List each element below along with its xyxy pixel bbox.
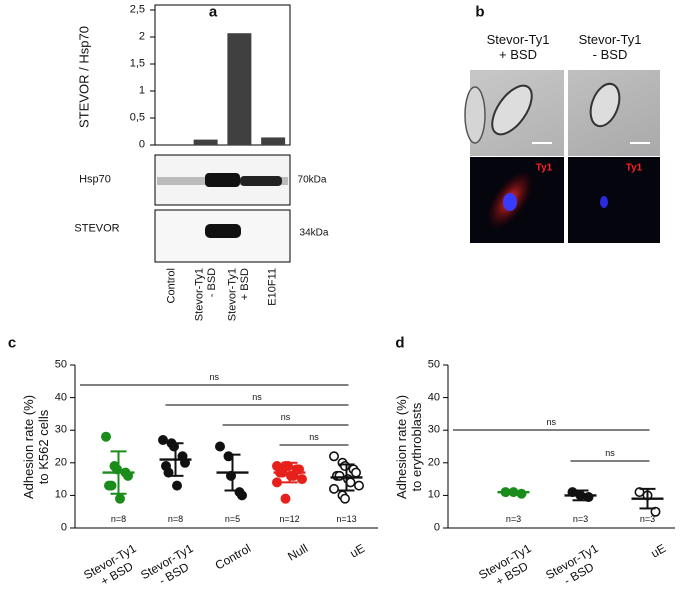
x-tick-label: E10F11 bbox=[266, 268, 279, 306]
y-tick-label: 1,5 bbox=[129, 57, 145, 70]
data-point bbox=[172, 480, 183, 491]
n-label: n=8 bbox=[110, 513, 127, 524]
x-tick-label: Control bbox=[165, 268, 178, 304]
y-tick-label: 30 bbox=[54, 423, 67, 436]
x-tick-label: Stevor-Ty1 + BSD bbox=[226, 268, 252, 322]
y-tick-label: 0,5 bbox=[129, 111, 145, 124]
stain-label: Ty1 bbox=[535, 162, 553, 174]
data-point bbox=[223, 451, 234, 462]
significance-label: ns bbox=[546, 416, 557, 427]
significance-label: ns bbox=[209, 371, 220, 382]
y-tick-label: 0 bbox=[433, 521, 440, 534]
error-bar bbox=[572, 489, 589, 502]
data-point bbox=[345, 477, 356, 488]
condition-label: Stevor-Ty1 - BSD bbox=[578, 32, 642, 62]
y-tick-label: 1 bbox=[138, 84, 145, 97]
significance-label: ns bbox=[605, 447, 615, 458]
nucleus-signal bbox=[503, 193, 517, 211]
condition-label: Stevor-Ty1 + BSD bbox=[486, 32, 550, 62]
y-tick-label: 50 bbox=[54, 358, 67, 371]
y-tick-label: 10 bbox=[54, 489, 67, 502]
stain-label: Ty1 bbox=[625, 162, 643, 174]
y-tick-label: 10 bbox=[427, 489, 440, 502]
significance-label: ns bbox=[309, 431, 319, 442]
y-tick-label: 20 bbox=[54, 456, 67, 469]
n-label: n=3 bbox=[505, 513, 522, 524]
blot-size: 70kDa bbox=[297, 174, 327, 186]
n-label: n=8 bbox=[167, 513, 184, 524]
n-label: n=12 bbox=[279, 513, 300, 524]
error-bar bbox=[224, 453, 241, 492]
error-bar bbox=[505, 490, 522, 495]
y-tick-label: 2 bbox=[138, 30, 145, 43]
y-tick-label: 0 bbox=[138, 138, 145, 151]
error-bar bbox=[167, 442, 184, 477]
error-bar bbox=[338, 463, 355, 492]
nucleus-signal bbox=[600, 196, 608, 208]
error-bar bbox=[281, 461, 298, 484]
y-tick-label: 40 bbox=[427, 391, 440, 404]
bar bbox=[261, 137, 286, 145]
blot-band bbox=[205, 224, 241, 238]
panel-label: c bbox=[7, 334, 17, 352]
panel-label: a bbox=[208, 3, 218, 21]
n-label: n=3 bbox=[572, 513, 589, 524]
bar bbox=[193, 139, 218, 145]
cell bbox=[589, 82, 621, 128]
data-point bbox=[215, 441, 226, 452]
blot-size: 34kDa bbox=[299, 227, 329, 239]
y-tick-label: 2,5 bbox=[129, 3, 145, 16]
y-tick-label: 50 bbox=[427, 358, 440, 371]
plot-frame bbox=[154, 4, 291, 146]
y-tick-label: 40 bbox=[54, 391, 67, 404]
data-point bbox=[353, 480, 364, 491]
data-point bbox=[101, 431, 112, 442]
blot-band bbox=[240, 176, 282, 186]
data-point bbox=[328, 451, 339, 462]
data-point bbox=[271, 477, 282, 488]
y-axis-label: Adhesion rate (%) to erythroblasts bbox=[394, 394, 424, 499]
data-point bbox=[280, 493, 291, 504]
error-bar bbox=[110, 450, 127, 495]
data-point bbox=[237, 490, 248, 501]
blot-label: Hsp70 bbox=[79, 173, 111, 186]
x-tick-label: Stevor-Ty1 - BSD bbox=[192, 268, 218, 322]
blot-band bbox=[205, 173, 240, 187]
significance-label: ns bbox=[280, 411, 291, 422]
data-point bbox=[158, 434, 169, 445]
significance-label: ns bbox=[252, 391, 262, 402]
n-label: n=13 bbox=[336, 513, 357, 524]
data-point bbox=[106, 480, 117, 491]
n-label: n=5 bbox=[224, 513, 241, 524]
error-bar bbox=[639, 487, 656, 510]
data-point bbox=[339, 493, 350, 504]
y-tick-label: 20 bbox=[427, 456, 440, 469]
cell bbox=[464, 86, 486, 144]
data-point bbox=[350, 467, 361, 478]
data-point bbox=[115, 493, 126, 504]
panel-label: b bbox=[475, 3, 485, 21]
n-label: n=3 bbox=[639, 513, 656, 524]
y-axis-label: STEVOR / Hsp70 bbox=[76, 26, 92, 128]
data-point bbox=[334, 470, 345, 481]
bar bbox=[227, 33, 252, 145]
panel-label: d bbox=[395, 334, 405, 352]
cell bbox=[491, 84, 533, 136]
y-axis-label: Adhesion rate (%) to K562 cells bbox=[21, 394, 51, 499]
data-point bbox=[328, 483, 339, 494]
divider bbox=[564, 70, 568, 243]
data-point bbox=[296, 474, 307, 485]
data-point bbox=[339, 461, 350, 472]
blot-label: STEVOR bbox=[74, 222, 120, 235]
y-tick-label: 30 bbox=[427, 423, 440, 436]
y-tick-label: 0 bbox=[60, 521, 67, 534]
